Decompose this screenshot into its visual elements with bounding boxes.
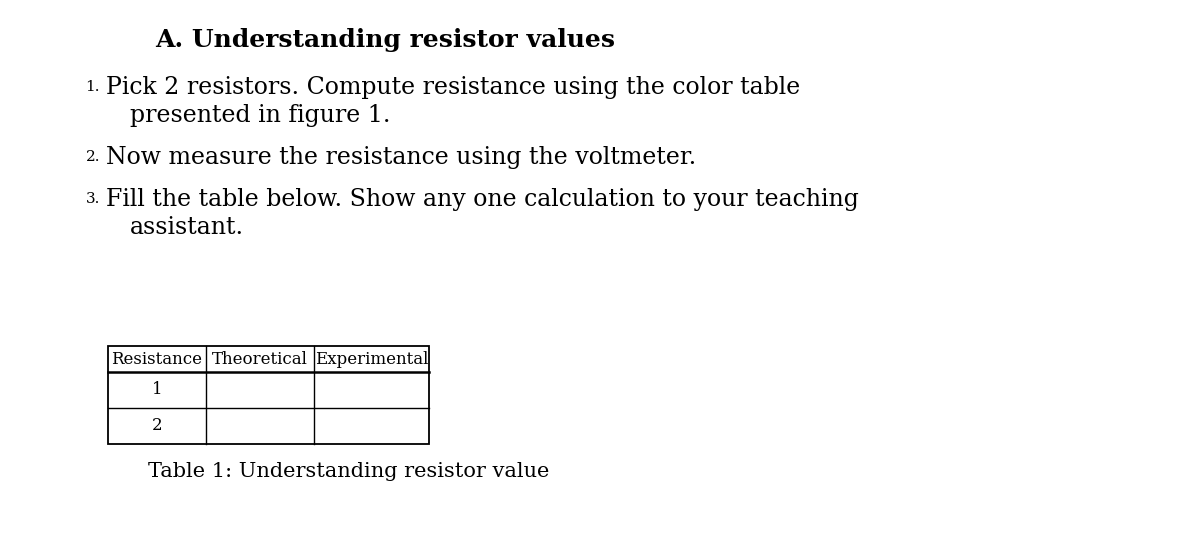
Text: 1.: 1. [85,80,100,94]
Text: Experimental: Experimental [314,350,428,367]
Text: Theoretical: Theoretical [212,350,308,367]
Text: 2.: 2. [85,150,100,164]
Text: Fill the table below. Show any one calculation to your teaching: Fill the table below. Show any one calcu… [106,188,859,211]
Text: 3.: 3. [85,192,100,206]
Text: 2: 2 [151,417,162,435]
Text: presented in figure 1.: presented in figure 1. [130,104,390,127]
Text: 1: 1 [151,381,162,399]
Bar [108,346,430,444]
Text: Pick 2 resistors. Compute resistance using the color table: Pick 2 resistors. Compute resistance usi… [106,76,800,99]
Text: assistant.: assistant. [130,216,244,239]
Text: Table 1: Understanding resistor value: Table 1: Understanding resistor value [148,462,550,481]
Text: Now measure the resistance using the voltmeter.: Now measure the resistance using the vol… [106,146,696,169]
Text: A. Understanding resistor values: A. Understanding resistor values [155,28,616,52]
Text: Resistance: Resistance [112,350,203,367]
